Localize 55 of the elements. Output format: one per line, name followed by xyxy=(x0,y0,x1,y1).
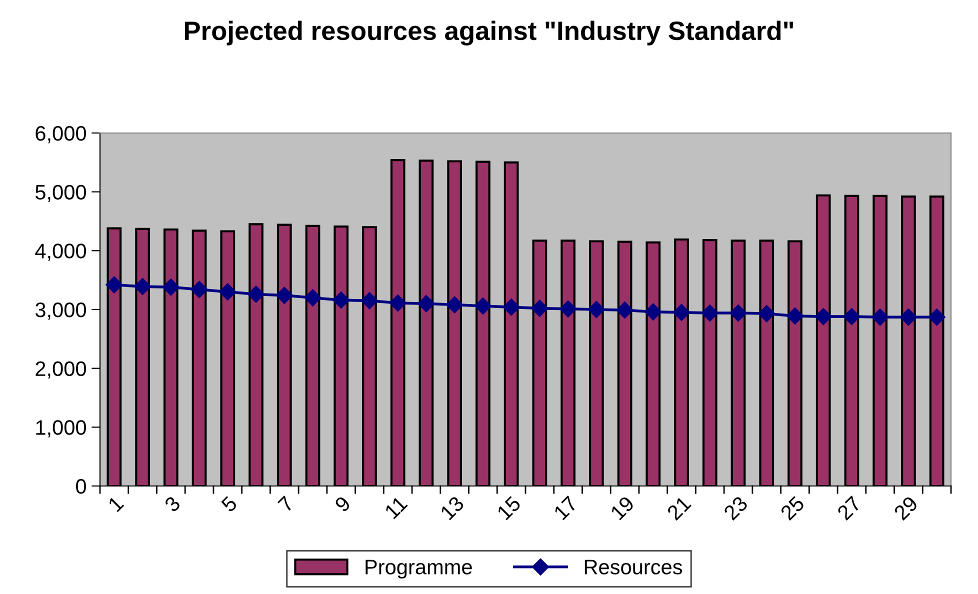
point xyxy=(843,308,860,326)
x-tick-label: 11 xyxy=(384,496,408,520)
point xyxy=(474,297,492,315)
point xyxy=(786,307,804,325)
point xyxy=(106,276,123,294)
point xyxy=(588,300,605,318)
point xyxy=(872,308,889,326)
x-tick-label: 1 xyxy=(108,496,124,512)
point xyxy=(560,300,577,318)
point xyxy=(134,278,152,296)
legend-label: Programme xyxy=(366,560,472,579)
x-tick-label: 19 xyxy=(610,495,635,520)
y-tick-label: 4,000 xyxy=(35,244,86,261)
y-tick-label: 5,000 xyxy=(36,184,86,202)
x-tick-label: 7 xyxy=(277,496,294,512)
point xyxy=(219,283,236,300)
point xyxy=(276,286,293,304)
point xyxy=(900,308,917,326)
y-tick-label: 0 xyxy=(76,479,86,494)
x-tick-label: 3 xyxy=(164,495,182,513)
point xyxy=(190,280,208,298)
chart-title: Projected resources against "Industry Standard" xyxy=(184,20,794,46)
point xyxy=(502,298,520,316)
x-tick-label: 25 xyxy=(780,495,806,521)
x-tick-label: 17 xyxy=(553,496,578,520)
point xyxy=(418,295,435,312)
x-tick-label: 27 xyxy=(836,495,862,521)
point xyxy=(332,292,350,309)
x-tick-label: 15 xyxy=(496,495,522,520)
point xyxy=(531,300,548,317)
point xyxy=(304,289,322,306)
x-tick-label: 5 xyxy=(220,495,238,513)
x-tick-label: 23 xyxy=(722,495,748,521)
point xyxy=(701,304,718,322)
y-tick-label: 3,000 xyxy=(35,302,86,320)
x-tick-label: 13 xyxy=(440,495,465,520)
point xyxy=(162,278,180,296)
y-tick-label: 2,000 xyxy=(36,361,86,379)
point xyxy=(446,296,464,314)
y-tick-label: 1,000 xyxy=(36,420,86,438)
point xyxy=(616,302,634,319)
point xyxy=(360,292,378,310)
point xyxy=(672,304,690,321)
point xyxy=(814,308,832,326)
point xyxy=(389,294,406,312)
x-tick-label: 21 xyxy=(666,495,692,521)
point xyxy=(730,304,747,322)
x-tick-label: 29 xyxy=(893,495,919,521)
point xyxy=(247,286,265,303)
point xyxy=(928,308,946,326)
point xyxy=(644,303,662,320)
point xyxy=(758,305,776,322)
y-tick-label: 6,000 xyxy=(36,126,86,144)
x-tick-label: 9 xyxy=(334,495,352,513)
legend-label: Resources xyxy=(584,560,682,574)
